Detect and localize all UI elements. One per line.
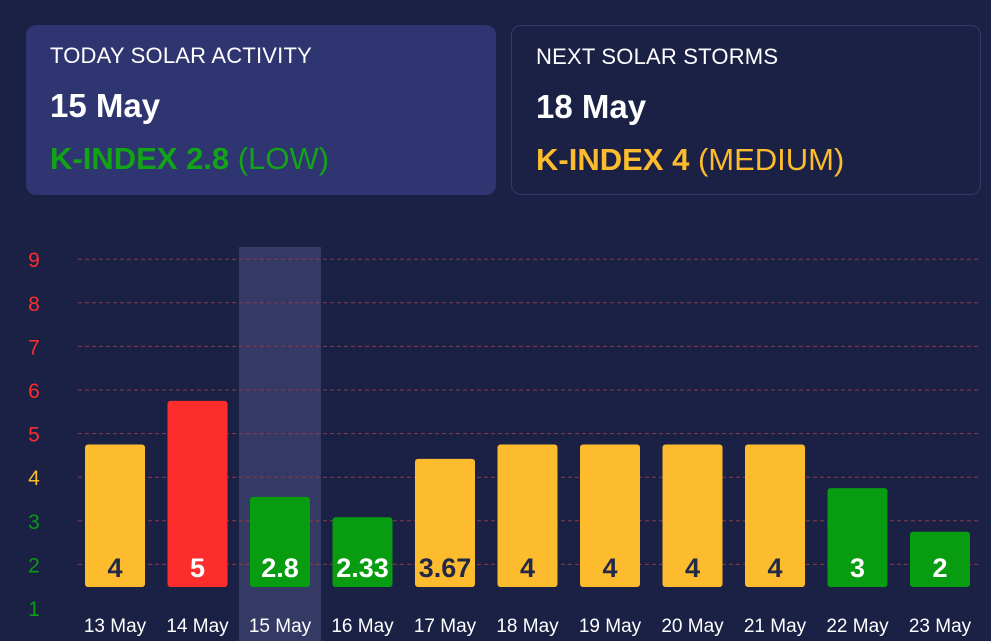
bar-value-label: 4 <box>767 553 782 583</box>
x-tick-label: 16 May <box>331 616 394 637</box>
next-heading: NEXT SOLAR STORMS <box>536 44 779 69</box>
today-date: 15 May <box>50 87 161 124</box>
x-tick-label: 19 May <box>579 616 642 637</box>
bar-value-label: 2 <box>932 553 947 583</box>
next-index-level: (MEDIUM) <box>697 142 845 177</box>
y-tick-label: 5 <box>28 424 40 447</box>
bar-value-label: 2.33 <box>336 553 389 583</box>
bar-value-label: 4 <box>602 553 617 583</box>
today-activity-card: TODAY SOLAR ACTIVITY 15 May K-INDEX 2.8 … <box>26 25 496 195</box>
bar <box>580 444 640 587</box>
y-tick-label: 2 <box>28 554 40 577</box>
next-date: 18 May <box>536 88 647 125</box>
y-tick-label: 4 <box>28 467 40 490</box>
bar-value-label: 4 <box>520 553 535 583</box>
bar <box>910 531 970 587</box>
bar-value-label: 5 <box>190 553 205 583</box>
bar <box>167 400 228 587</box>
y-tick-label: 8 <box>28 293 40 316</box>
bar <box>250 496 310 587</box>
x-tick-label: 15 May <box>249 616 312 637</box>
bar <box>415 458 475 587</box>
bar <box>497 444 558 587</box>
bar <box>85 444 145 587</box>
bar-value-label: 3 <box>850 553 865 583</box>
x-tick-label: 22 May <box>826 616 889 637</box>
bar <box>332 517 393 587</box>
y-tick-label: 9 <box>28 249 40 272</box>
bar-value-label: 3.67 <box>419 553 472 583</box>
x-tick-label: 14 May <box>166 616 229 637</box>
next-index-value: K-INDEX 4 <box>536 142 690 177</box>
today-index-level: (LOW) <box>237 141 330 176</box>
x-tick-label: 20 May <box>661 616 724 637</box>
next-index: K-INDEX 4 (MEDIUM) <box>536 142 956 178</box>
today-index: K-INDEX 2.8 (LOW) <box>50 141 472 177</box>
x-tick-label: 23 May <box>909 616 972 637</box>
y-tick-label: 1 <box>28 598 40 621</box>
y-tick-label: 6 <box>28 380 40 403</box>
bar <box>662 444 723 587</box>
x-tick-label: 17 May <box>414 616 477 637</box>
y-tick-label: 3 <box>28 511 40 534</box>
bar <box>827 488 888 587</box>
bar-value-label: 4 <box>685 553 700 583</box>
x-tick-label: 18 May <box>496 616 559 637</box>
today-index-value: K-INDEX 2.8 <box>50 141 230 176</box>
bar <box>745 444 805 587</box>
x-tick-label: 13 May <box>84 616 147 637</box>
bar-value-label: 2.8 <box>261 553 299 583</box>
x-tick-label: 21 May <box>744 616 807 637</box>
today-heading: TODAY SOLAR ACTIVITY <box>50 43 312 68</box>
next-storms-card: NEXT SOLAR STORMS 18 May K-INDEX 4 (MEDI… <box>511 25 981 195</box>
y-tick-label: 7 <box>28 336 40 359</box>
bar-value-label: 4 <box>107 553 122 583</box>
